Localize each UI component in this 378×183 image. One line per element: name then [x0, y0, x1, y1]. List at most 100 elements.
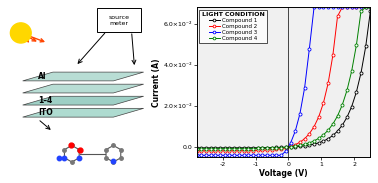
Compound 1: [223, 147, 227, 149]
Compound 1: [298, 145, 302, 147]
Compound 4: [293, 145, 297, 147]
Compound 4: [227, 148, 232, 150]
Y-axis label: Current (A): Current (A): [152, 58, 161, 107]
Text: source
meter: source meter: [108, 15, 130, 26]
Compound 4: [199, 148, 203, 150]
Compound 2: [279, 147, 284, 150]
Compound 2: [232, 150, 236, 152]
Compound 3: [364, 6, 368, 8]
Compound 1: [265, 147, 269, 149]
Compound 3: [316, 6, 321, 8]
Compound 4: [368, 6, 373, 8]
Legend: Compound 1, Compound 2, Compound 3, Compound 4: Compound 1, Compound 2, Compound 3, Comp…: [199, 10, 266, 43]
Compound 2: [307, 133, 311, 135]
Compound 1: [302, 145, 307, 147]
Compound 1: [316, 142, 321, 144]
Compound 4: [340, 104, 344, 106]
Compound 2: [260, 149, 265, 151]
Compound 4: [270, 147, 274, 149]
Compound 3: [274, 154, 279, 156]
Compound 3: [288, 142, 293, 144]
Compound 3: [302, 86, 307, 89]
Compound 4: [241, 147, 246, 150]
Compound 3: [354, 6, 359, 8]
Compound 4: [246, 147, 251, 150]
Line: Compound 3: Compound 3: [195, 6, 372, 157]
Compound 1: [213, 147, 218, 149]
Compound 3: [218, 154, 222, 156]
Compound 4: [265, 147, 269, 149]
Compound 3: [340, 6, 344, 8]
Compound 3: [284, 150, 288, 152]
Compound 1: [218, 147, 222, 149]
Text: 1–4: 1–4: [38, 96, 52, 105]
Compound 1: [199, 147, 203, 149]
Compound 3: [298, 113, 302, 115]
Compound 4: [288, 146, 293, 148]
Compound 1: [270, 146, 274, 149]
Compound 3: [326, 6, 330, 8]
Compound 4: [208, 148, 213, 150]
Compound 3: [251, 154, 255, 156]
Text: ITO: ITO: [38, 108, 53, 117]
Compound 2: [316, 116, 321, 118]
Compound 4: [237, 147, 241, 150]
Compound 1: [251, 147, 255, 149]
Compound 3: [227, 154, 232, 156]
Compound 4: [349, 70, 354, 72]
Compound 2: [368, 6, 373, 8]
Compound 4: [302, 143, 307, 145]
Compound 4: [345, 89, 349, 92]
Compound 1: [321, 140, 326, 142]
Compound 3: [293, 130, 297, 132]
Compound 1: [274, 146, 279, 149]
Compound 1: [340, 124, 344, 126]
Compound 1: [232, 147, 236, 149]
Compound 4: [204, 148, 208, 150]
Compound 4: [335, 115, 340, 117]
Compound 1: [368, 10, 373, 12]
Text: Al: Al: [38, 72, 46, 81]
Compound 1: [312, 143, 316, 145]
Compound 1: [204, 147, 208, 149]
Compound 2: [288, 145, 293, 147]
Compound 1: [260, 147, 265, 149]
Compound 1: [227, 147, 232, 149]
Compound 3: [321, 6, 326, 8]
Line: Compound 4: Compound 4: [195, 6, 372, 150]
Compound 4: [321, 134, 326, 136]
Compound 1: [208, 147, 213, 149]
Polygon shape: [23, 72, 144, 81]
Compound 4: [256, 147, 260, 150]
Compound 2: [284, 147, 288, 149]
Compound 2: [274, 148, 279, 150]
Compound 2: [293, 144, 297, 146]
Compound 4: [312, 140, 316, 142]
Compound 1: [293, 146, 297, 148]
Compound 4: [284, 146, 288, 148]
Compound 2: [359, 6, 363, 8]
Compound 4: [359, 10, 363, 12]
Line: Compound 2: Compound 2: [195, 6, 372, 152]
Compound 1: [279, 146, 284, 148]
Compound 1: [256, 147, 260, 149]
Compound 2: [345, 6, 349, 8]
Compound 2: [321, 102, 326, 104]
Compound 1: [354, 91, 359, 93]
Compound 4: [364, 6, 368, 8]
Compound 3: [345, 6, 349, 8]
Polygon shape: [23, 84, 144, 93]
Compound 2: [223, 150, 227, 152]
Compound 2: [251, 150, 255, 152]
Compound 4: [223, 148, 227, 150]
Compound 1: [237, 147, 241, 149]
Compound 3: [237, 154, 241, 156]
Compound 1: [288, 146, 293, 148]
Compound 3: [359, 6, 363, 8]
Compound 3: [307, 48, 311, 50]
Compound 3: [312, 6, 316, 8]
Compound 1: [345, 116, 349, 118]
Compound 3: [246, 154, 251, 156]
Compound 1: [349, 106, 354, 108]
Compound 1: [194, 147, 199, 149]
